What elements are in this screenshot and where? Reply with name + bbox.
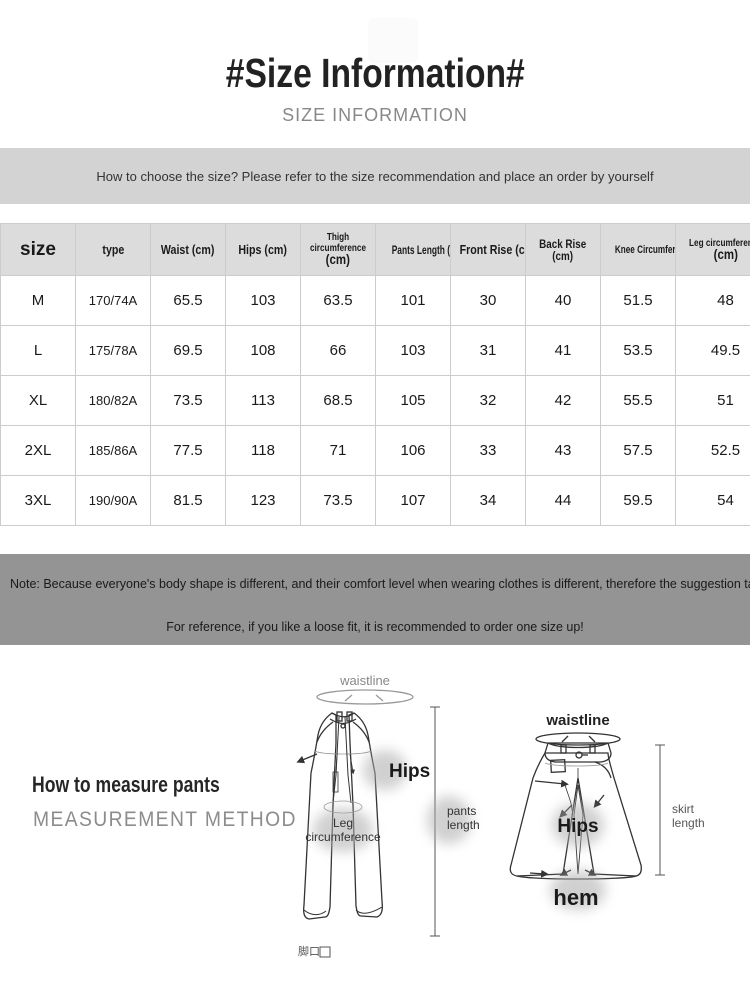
svg-text:Hips: Hips	[389, 761, 430, 782]
svg-text:circumference: circumference	[305, 830, 381, 844]
svg-text:skirt: skirt	[672, 802, 695, 816]
svg-text:waistline: waistline	[545, 712, 609, 729]
svg-text:Hips: Hips	[557, 816, 598, 837]
svg-text:Leg: Leg	[333, 816, 353, 830]
svg-text:length: length	[447, 818, 480, 832]
svg-text:length: length	[672, 816, 705, 830]
svg-text:脚口: 脚口	[298, 944, 320, 958]
svg-text:waistline: waistline	[339, 673, 390, 688]
svg-text:hem: hem	[553, 885, 598, 910]
svg-text:pants: pants	[447, 804, 476, 818]
